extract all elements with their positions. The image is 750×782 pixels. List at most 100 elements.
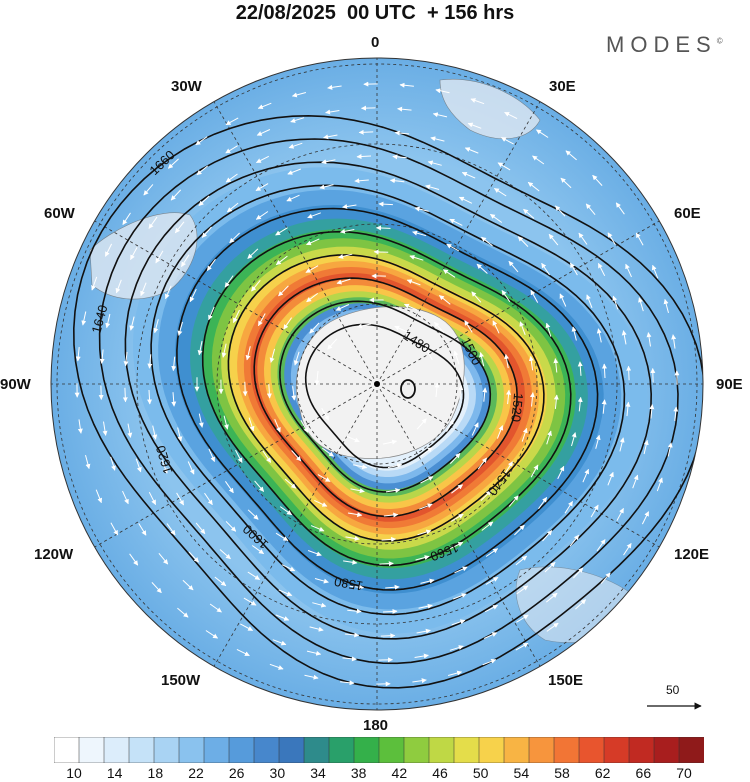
wind-arrow (425, 184, 440, 190)
wind-arrow (516, 614, 529, 623)
wind-arrow (616, 507, 624, 521)
colorbar-tick-label: 38 (350, 765, 367, 781)
geopotential-contours (72, 114, 703, 689)
wind-arrow (223, 415, 229, 430)
wind-arrow (170, 189, 182, 201)
colorbar-tick-label: 10 (66, 765, 82, 781)
wind-arrow (501, 289, 511, 303)
wind-arrow (340, 228, 355, 234)
wind-arrow (481, 236, 493, 247)
colorbar-swatch (103, 737, 130, 763)
wind-arrow (548, 233, 559, 246)
wind-arrow (442, 269, 456, 278)
wind-arrow (322, 447, 335, 457)
wind-arrow (516, 585, 529, 595)
wind-arrow (195, 136, 208, 146)
wind-arrow (434, 321, 445, 334)
wind-arrow (323, 134, 338, 140)
lon-label-30w: 30W (171, 78, 202, 95)
wind-arrow (379, 561, 394, 567)
wind-arrow (553, 358, 559, 373)
colorbar-swatch (378, 737, 405, 763)
wind-arrow (449, 645, 464, 651)
wind-arrow (420, 476, 434, 484)
wind-arrow (578, 232, 588, 245)
wind-arrow (290, 117, 305, 123)
colorbar-swatch (128, 737, 155, 763)
wind-arrow (530, 289, 539, 303)
wind-arrow (420, 447, 433, 457)
wind-arrow (506, 389, 512, 405)
wind-arrow (256, 129, 271, 136)
wind-arrow (342, 656, 357, 662)
wind-arrow (127, 423, 133, 438)
wind-arrow (225, 117, 239, 126)
wind-arrow (546, 622, 559, 632)
colorbar (54, 737, 704, 763)
wind-arrow (555, 205, 566, 217)
wind-arrow (196, 165, 209, 176)
wind-arrow (291, 450, 302, 462)
colorbar-swatch (578, 737, 605, 763)
wind-arrow (596, 328, 602, 343)
wind-arrow (592, 174, 603, 186)
wind-arrow (345, 535, 360, 541)
colorbar-swatch (328, 737, 355, 763)
wind-arrow (607, 471, 614, 486)
meridian-line (376, 383, 541, 667)
wind-arrow (221, 343, 227, 358)
wind-arrow (209, 603, 222, 613)
wind-arrow (115, 279, 122, 294)
colorbar-swatch (478, 737, 505, 763)
wind-arrow (651, 264, 659, 279)
wind-arrow (559, 293, 567, 307)
wind-arrow (208, 448, 215, 463)
contour-1620 (124, 161, 653, 640)
wind-arrow (309, 626, 324, 632)
wind-arrow (286, 194, 300, 202)
wind-arrow (397, 106, 412, 112)
lon-label-30e: 30E (549, 78, 576, 95)
wind-arrow (646, 332, 652, 347)
reference-vector-label: 50 (666, 683, 680, 697)
wind-arrow (317, 474, 331, 482)
wind-arrow (269, 348, 276, 363)
pole-marker (374, 381, 380, 387)
wind-arrow (284, 478, 297, 489)
wind-arrow (349, 584, 365, 590)
wind-arrow (481, 521, 494, 531)
wind-arrow (224, 275, 234, 288)
wind-arrow (449, 541, 464, 550)
low-center-contour (400, 379, 416, 399)
wind-arrow (291, 386, 297, 401)
meridian-line (376, 383, 660, 548)
latitude-circle (216, 223, 538, 545)
south-america (89, 212, 198, 300)
wind-arrow (283, 317, 293, 330)
wind-arrow (461, 171, 476, 179)
wind-arrow (451, 484, 463, 494)
wind-arrow (381, 536, 397, 542)
wind-arrow (167, 158, 179, 169)
wind-arrow (577, 396, 583, 412)
wind-arrow (176, 492, 185, 506)
contour-1540 (227, 254, 545, 542)
colorbar-swatch (78, 737, 105, 763)
wind-arrow (148, 491, 157, 506)
wind-arrow (590, 504, 599, 518)
wind-arrow (414, 206, 429, 212)
wind-arrow (484, 604, 499, 613)
wind-arrow (309, 322, 320, 334)
wind-arrow (350, 488, 365, 494)
wind-arrow (143, 184, 154, 196)
wind-arrow (449, 453, 461, 464)
wind-arrow (177, 321, 183, 336)
wind-arrow (198, 413, 204, 428)
wind-arrow (493, 187, 507, 197)
wind-arrow (343, 559, 358, 565)
wind-arrow (189, 288, 197, 303)
wind-arrow (306, 293, 319, 303)
wind-arrow (305, 265, 319, 273)
lon-label-180: 180 (363, 717, 389, 734)
wind-arrow (446, 419, 454, 432)
